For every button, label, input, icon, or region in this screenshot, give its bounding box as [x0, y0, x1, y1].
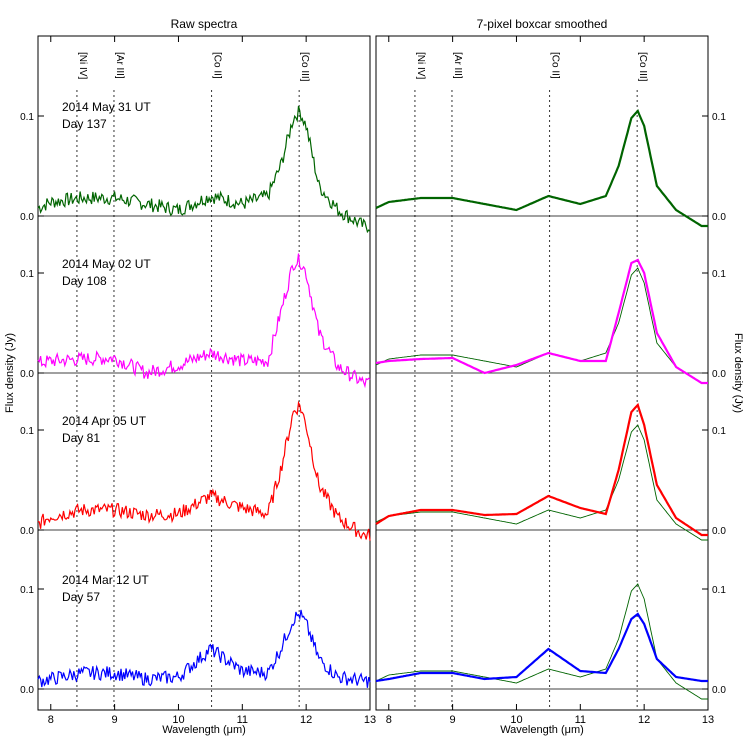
y-tick-label: 0.1 [20, 426, 34, 437]
x-tick-label: 9 [112, 714, 118, 726]
spectrum-line [37, 400, 371, 541]
line-marker-label: [Ar III] [452, 52, 463, 79]
y-tick-label: 0.1 [712, 426, 726, 437]
y-tick-label: 0.1 [712, 269, 726, 280]
line-marker-label: [Ar III] [114, 52, 125, 79]
y-tick-label: 0.1 [20, 112, 34, 123]
line-marker-label: [Co II] [550, 52, 561, 79]
y-tick-label: 0.0 [712, 526, 726, 537]
panel-smoothed: 7-pixel boxcar smoothed 8 9 10 11 12 13 Wavelen… [375, 17, 726, 736]
spectrum-line [375, 612, 708, 683]
x-tick-label: 12 [638, 714, 650, 726]
y-tick-label: 0.1 [712, 112, 726, 123]
line-marker-label: [Co II] [212, 52, 223, 79]
x-tick-label: 13 [702, 714, 714, 726]
spectrum-line [375, 402, 708, 537]
panel-title: 7-pixel boxcar smoothed [477, 17, 608, 31]
y-axis-label-right: Flux density (Jy) [732, 333, 744, 413]
y-tick-label: 0.0 [712, 685, 726, 696]
y-tick-label: 0.1 [20, 585, 34, 596]
epoch-date-label: 2014 Apr 05 UT [62, 414, 147, 428]
x-tick-label: 13 [364, 714, 376, 726]
y-tick-label: 0.0 [712, 369, 726, 380]
x-axis-label: Wavelength (μm) [162, 724, 246, 736]
x-tick-label: 8 [386, 714, 392, 726]
line-marker-label: [Ni IV] [415, 52, 426, 79]
y-tick-label: 0.0 [20, 212, 34, 223]
y-tick-label: 0.0 [20, 369, 34, 380]
spectrum-line [37, 105, 371, 234]
line-marker-label: [Co III] [637, 52, 648, 82]
spectrum-line [375, 258, 708, 385]
panel-raw: Raw spectra 8 9 10 11 12 13 Wavelength (μm) [Ni … [20, 17, 376, 736]
y-tick-label: 0.1 [712, 585, 726, 596]
epoch-date-label: 2014 Mar 12 UT [62, 573, 149, 587]
y-tick-label: 0.0 [20, 526, 34, 537]
epoch-date-label: 2014 May 02 UT [62, 257, 151, 271]
x-axis-label: Wavelength (μm) [500, 724, 584, 736]
y-tick-label: 0.0 [712, 212, 726, 223]
y-tick-label: 0.1 [20, 269, 34, 280]
y-axis-label-left: Flux density (Jy) [4, 333, 16, 413]
x-tick-label: 10 [510, 714, 522, 726]
line-marker-label: [Co III] [299, 52, 310, 82]
x-tick-label: 10 [172, 714, 184, 726]
x-tick-label: 12 [300, 714, 312, 726]
epoch-day-label: Day 137 [62, 117, 107, 131]
epoch-day-label: Day 108 [62, 274, 107, 288]
epoch-date-label: 2014 May 31 UT [62, 100, 151, 114]
reference-spectrum-line [375, 424, 708, 541]
panel-title: Raw spectra [171, 17, 238, 31]
reference-spectrum-line [375, 583, 708, 700]
x-tick-label: 11 [237, 714, 248, 726]
x-tick-label: 11 [575, 714, 586, 726]
spectrum-line [37, 609, 371, 688]
epoch-day-label: Day 57 [62, 590, 100, 604]
x-tick-label: 9 [450, 714, 456, 726]
spectrum-line [375, 108, 708, 228]
line-marker-label: [Ni IV] [77, 52, 88, 79]
reference-spectrum-line [375, 267, 708, 384]
epoch-day-label: Day 81 [62, 431, 100, 445]
x-tick-label: 8 [48, 714, 54, 726]
spectrum-line [37, 253, 371, 389]
y-tick-label: 0.0 [20, 685, 34, 696]
